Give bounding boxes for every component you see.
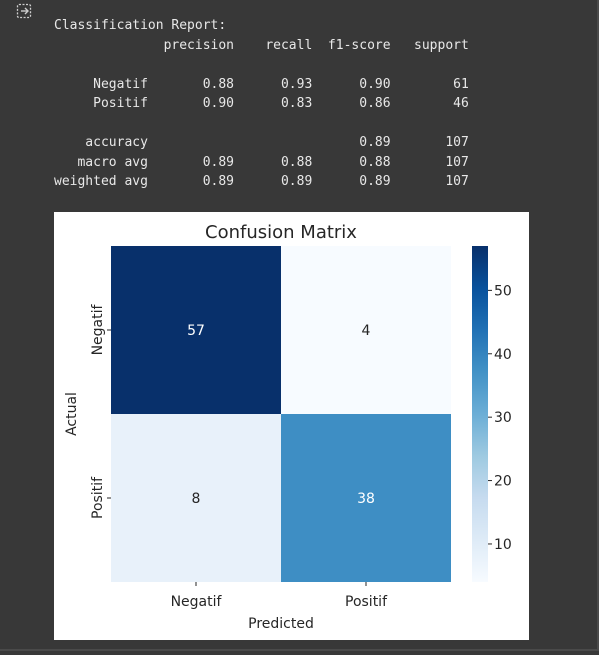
x-axis-label: Predicted <box>248 616 314 632</box>
y-axis-label: Actual <box>64 392 80 436</box>
chart-title: Confusion Matrix <box>205 222 357 243</box>
cell-value-label: 4 <box>362 323 371 339</box>
cell-value-label: 8 <box>192 491 201 507</box>
output-border <box>597 0 599 651</box>
heatmap-cell <box>111 246 281 414</box>
report-line-accuracy: accuracy 0.89 107 <box>54 135 469 150</box>
x-tick-label: Positif <box>345 594 388 610</box>
colorbar-tick-label: 20 <box>494 474 512 490</box>
confusion-matrix-chart: Confusion Matrix 57 4 8 38 Negatif Positif N… <box>64 222 512 632</box>
report-line-macro-avg: macro avg 0.89 0.88 0.88 107 <box>54 154 469 170</box>
report-line-positif: Positif 0.90 0.83 0.86 46 <box>54 96 469 111</box>
classification-report: Classification Report: precision recall … <box>54 16 469 192</box>
x-tick-label: Negatif <box>171 594 223 610</box>
colorbar-tick-label: 40 <box>494 347 512 363</box>
colorbar-tick-label: 50 <box>494 283 512 299</box>
y-tick-label: Positif <box>90 476 106 519</box>
report-line-negatif: Negatif 0.88 0.93 0.90 61 <box>54 76 469 92</box>
colorbar-tick-label: 10 <box>494 537 512 553</box>
y-tick-label: Negatif <box>90 303 106 355</box>
cell-value-label: 57 <box>187 323 205 339</box>
heatmap-cell <box>111 414 281 582</box>
output-divider <box>0 649 599 651</box>
report-line-header: precision recall f1-score support <box>54 37 469 53</box>
heatmap-cell <box>281 414 451 582</box>
output-collapse-icon[interactable] <box>10 0 38 22</box>
colorbar-tick-label: 30 <box>494 410 512 426</box>
confusion-matrix-figure: Confusion Matrix 57 4 8 38 Negatif Positif N… <box>54 212 529 640</box>
colorbar <box>472 246 488 582</box>
report-line-title: Classification Report: <box>54 18 227 33</box>
heatmap-cell <box>281 246 451 414</box>
report-line-weighted-avg: weighted avg 0.89 0.89 0.89 107 <box>54 174 469 189</box>
cell-value-label: 38 <box>357 491 375 507</box>
